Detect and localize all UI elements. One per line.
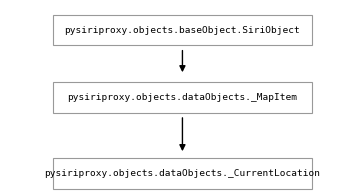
FancyBboxPatch shape [53, 15, 312, 45]
Text: pysiriproxy.objects.baseObject.SiriObject: pysiriproxy.objects.baseObject.SiriObjec… [64, 26, 300, 35]
Text: pysiriproxy.objects.dataObjects._MapItem: pysiriproxy.objects.dataObjects._MapItem [68, 93, 297, 102]
FancyBboxPatch shape [53, 158, 312, 189]
Text: pysiriproxy.objects.dataObjects._CurrentLocation: pysiriproxy.objects.dataObjects._Current… [44, 169, 321, 178]
FancyBboxPatch shape [53, 82, 312, 113]
